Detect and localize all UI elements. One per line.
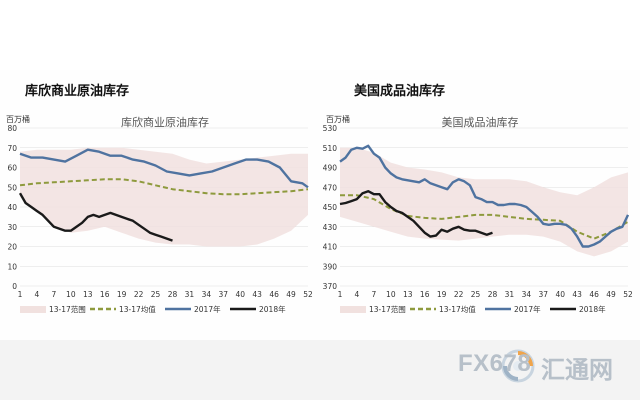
x-tick-label: 34 — [202, 290, 212, 299]
y-tick-label: 70 — [7, 144, 17, 153]
x-tick-label: 40 — [235, 290, 245, 299]
right-section-title: 美国成品油库存 — [354, 84, 446, 99]
y-tick-label: 470 — [323, 183, 338, 192]
x-tick-label: 10 — [386, 290, 396, 299]
legend-label: 2018年 — [259, 304, 286, 314]
top-margin — [0, 0, 640, 70]
series-line-2017 — [19, 148, 309, 189]
swirl-logo-icon — [501, 349, 535, 383]
legend-label: 2018年 — [579, 304, 606, 314]
x-tick-label: 16 — [100, 290, 110, 299]
y-tick-label: 40 — [7, 203, 17, 212]
y-tick-label: 80 — [7, 124, 17, 133]
x-tick-label: 52 — [303, 290, 313, 299]
x-tick-label: 28 — [488, 290, 498, 299]
x-tick-label: 7 — [371, 290, 376, 299]
y-tick-label: 390 — [323, 262, 338, 271]
y-axis-label: 百万桶 — [6, 114, 30, 124]
x-tick-label: 31 — [185, 290, 195, 299]
x-tick-label: 10 — [66, 290, 76, 299]
x-tick-label: 37 — [219, 290, 229, 299]
legend-swatch-range — [340, 306, 366, 313]
x-tick-label: 25 — [471, 290, 481, 299]
brand-logo-cn: 汇通网 — [541, 356, 613, 384]
brand-logo-text: FX678 — [458, 350, 532, 377]
x-tick-label: 25 — [151, 290, 161, 299]
x-tick-label: 49 — [606, 290, 616, 299]
legend-swatch-range — [20, 306, 46, 313]
x-tick-label: 4 — [35, 290, 40, 299]
y-tick-label: 530 — [323, 124, 338, 133]
cushing-crude-stocks-chart: 0 10 20 30 40 50 60 70 80 1 4 7 10 13 16 19 22 25 28 31 34 37… — [6, 114, 313, 314]
x-tick-label: 49 — [286, 290, 296, 299]
series-line-avg — [19, 178, 309, 196]
series-line-2018 — [18, 192, 173, 242]
y-tick-label: 0 — [12, 282, 17, 291]
legend-label: 13-17范围 — [49, 304, 86, 314]
range-band-area — [340, 147, 628, 257]
y-tick-label: 20 — [7, 243, 17, 252]
x-tick-label: 7 — [51, 290, 56, 299]
y-tick-label: 30 — [7, 223, 17, 232]
y-tick-label: 510 — [323, 144, 338, 153]
y-tick-label: 430 — [323, 223, 338, 232]
legend-label: 13-17均值 — [439, 304, 476, 314]
x-tick-label: 43 — [252, 290, 262, 299]
legend-label: 2017年 — [194, 304, 221, 314]
x-tick-label: 46 — [589, 290, 599, 299]
legend-label: 13-17均值 — [119, 304, 156, 314]
y-tick-label: 450 — [323, 203, 338, 212]
x-tick-label: 22 — [454, 290, 464, 299]
x-tick-label: 37 — [539, 290, 549, 299]
y-tick-label: 490 — [323, 164, 338, 173]
series-line-avg — [340, 194, 629, 240]
y-tick-label: 50 — [7, 183, 17, 192]
x-tick-label: 40 — [555, 290, 565, 299]
x-tick-label: 19 — [117, 290, 127, 299]
us-products-stocks-chart: 370 390 410 430 450 470 490 510 530 1 4 7 10 13 16 19 22… — [323, 114, 633, 314]
x-tick-label: 4 — [355, 290, 360, 299]
x-tick-label: 13 — [403, 290, 413, 299]
x-tick-label: 13 — [83, 290, 93, 299]
series-line-2018 — [339, 190, 493, 238]
x-tick-label: 16 — [420, 290, 430, 299]
series-line-2017 — [339, 144, 630, 248]
chart-inner-title: 库欣商业原油库存 — [121, 115, 209, 129]
y-tick-label: 370 — [323, 282, 338, 291]
x-tick-label: 1 — [18, 290, 23, 299]
y-tick-label: 10 — [7, 262, 17, 271]
x-tick-label: 52 — [623, 290, 633, 299]
x-tick-label: 34 — [522, 290, 532, 299]
x-tick-label: 1 — [338, 290, 343, 299]
x-tick-label: 22 — [134, 290, 144, 299]
x-tick-label: 43 — [572, 290, 582, 299]
chart-inner-title: 美国成品油库存 — [442, 115, 519, 129]
left-section-title: 库欣商业原油库存 — [25, 84, 130, 99]
x-tick-label: 31 — [505, 290, 515, 299]
x-tick-label: 19 — [437, 290, 447, 299]
x-tick-label: 46 — [269, 290, 279, 299]
y-axis-label: 百万桶 — [326, 114, 350, 124]
legend-label: 13-17范围 — [369, 304, 406, 314]
y-tick-label: 410 — [323, 243, 338, 252]
x-tick-label: 28 — [168, 290, 178, 299]
range-band-area — [20, 147, 308, 247]
y-tick-label: 60 — [7, 164, 17, 173]
legend-label: 2017年 — [514, 304, 541, 314]
